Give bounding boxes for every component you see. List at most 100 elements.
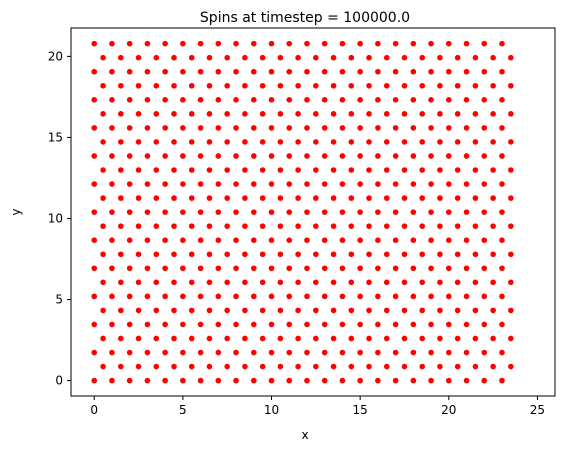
spin-point [126,153,133,159]
spin-point [277,363,284,370]
spin-point [250,125,257,131]
spin-point [242,279,248,286]
spin-point [321,293,328,300]
spin-point [392,349,399,356]
spin-point [446,209,452,215]
spin-point [357,40,363,47]
y-tick-label: 20 [48,49,63,63]
spin-point [454,195,461,201]
spin-point [171,335,177,342]
spin-point [233,293,239,300]
spin-point [508,82,514,89]
spin-point [91,209,98,215]
spin-point [313,82,319,89]
spin-point [321,209,328,215]
spin-point [188,82,195,89]
spin-point [286,68,293,75]
spin-point [481,265,488,272]
spin-point [259,82,266,89]
spin-point [180,321,186,328]
spin-point [428,377,434,384]
spin-point [171,279,177,286]
spin-point [135,54,142,61]
spin-point [321,97,328,103]
spin-point [180,377,186,384]
y-axis-label: y [9,208,23,215]
spin-point [180,153,186,159]
spin-point [259,54,266,61]
spin-point [215,321,222,328]
spin-point [419,167,426,173]
spin-point [481,40,488,47]
spin-point [295,54,301,61]
spin-point [321,321,328,328]
spin-point [286,293,293,300]
spin-point [135,363,142,370]
spin-point [277,251,284,258]
spin-point [330,139,337,145]
spin-point [224,167,230,173]
spin-point [171,54,177,61]
spin-point [437,251,443,258]
spin-point [428,349,434,356]
spin-point [118,139,124,145]
spin-point [428,181,434,187]
spin-point [508,139,514,145]
spin-point [153,139,160,145]
spin-point [428,153,434,159]
plot-frame [70,27,556,397]
spin-point [437,279,443,286]
spin-point [91,293,98,300]
spin-point [313,223,319,229]
spin-point [135,139,142,145]
spin-point [428,97,434,103]
spin-point [295,279,301,286]
spin-point [463,68,470,75]
spin-point [144,209,151,215]
spin-point [91,40,98,47]
spin-point [508,223,514,229]
spin-point [357,97,363,103]
spin-point [118,54,124,61]
spin-point [366,251,372,258]
spin-point [286,265,293,272]
spin-point [268,181,275,187]
spin-point [109,265,115,272]
spin-point [162,265,168,272]
spin-point [375,265,381,272]
spin-point [313,251,319,258]
spin-point [392,265,399,272]
spin-point [135,82,142,89]
spin-point [446,40,452,47]
spin-point [419,307,426,314]
spin-point [330,307,337,314]
spin-point [437,139,443,145]
spin-point [437,335,443,342]
spin-point [357,321,363,328]
spin-point [419,251,426,258]
spin-point [268,265,275,272]
spin-point [490,139,496,145]
spin-point [295,223,301,229]
spin-point [339,181,346,187]
spin-point [446,181,452,187]
spin-point [383,54,390,61]
spin-point [242,223,248,229]
spin-point [162,293,168,300]
spin-point [135,335,142,342]
spin-point [481,153,488,159]
x-tick-label: 5 [179,403,187,417]
spin-point [499,181,505,187]
spin-point [472,195,479,201]
spin-point [454,82,461,89]
spin-point [215,68,222,75]
spin-point [206,111,213,117]
spin-point [383,335,390,342]
spin-point [197,265,204,272]
spin-point [242,363,248,370]
spin-point [401,363,408,370]
spin-point [313,363,319,370]
spin-point [118,223,124,229]
spin-point [401,307,408,314]
spin-point [392,40,399,47]
